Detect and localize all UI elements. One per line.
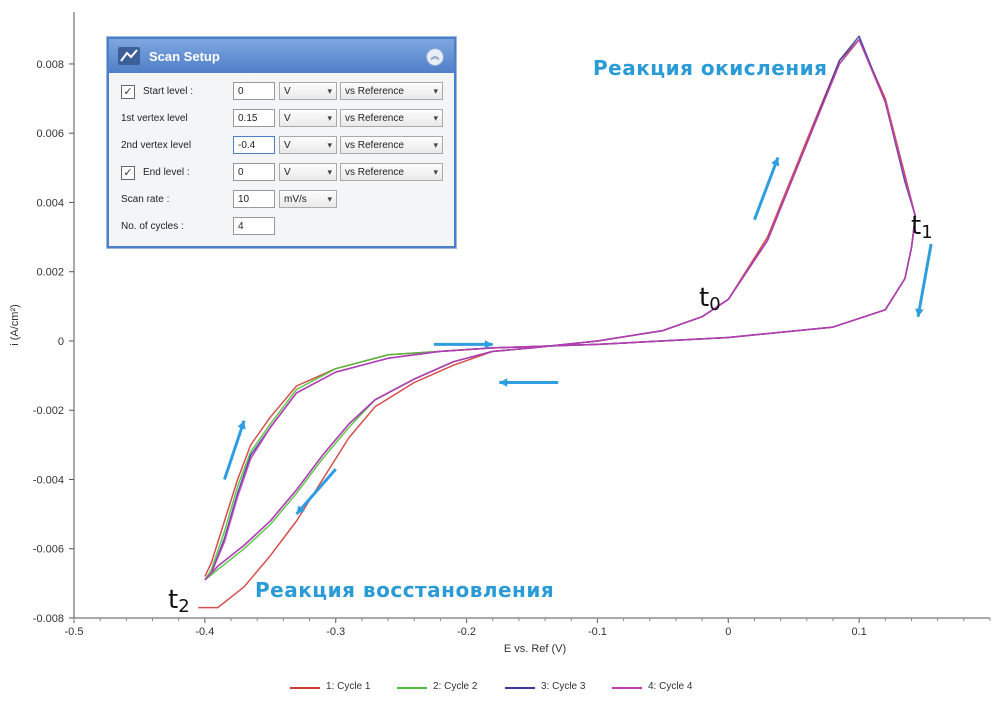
y-axis-title: i (A/cm²) — [9, 304, 21, 346]
x-tick-label: -0.1 — [588, 626, 607, 638]
legend-label: 2: Cycle 2 — [433, 681, 478, 692]
scan-rate-row: Scan rate : 10 mV/s ▾ — [109, 189, 454, 211]
vertex1-input[interactable]: 0.15 — [233, 109, 275, 127]
legend-swatch — [397, 687, 427, 689]
vertex2-ref-select[interactable]: vs Reference ▾ — [340, 136, 443, 154]
t2-label: t2 — [168, 585, 190, 617]
start-level-unit-select[interactable]: V ▾ — [279, 82, 337, 100]
y-tick-label: -0.006 — [33, 544, 64, 556]
cycles-label: No. of cycles : — [121, 221, 184, 232]
direction-arrow-shaft — [223, 420, 246, 480]
chevron-down-icon: ▾ — [433, 113, 438, 123]
start-level-input[interactable]: 0 — [233, 82, 275, 100]
chevron-down-icon: ▾ — [327, 140, 332, 150]
y-tick-label: 0 — [58, 336, 64, 348]
legend-label: 4: Cycle 4 — [648, 681, 693, 692]
x-axis-title: E vs. Ref (V) — [504, 643, 566, 655]
chevron-down-icon: ▾ — [433, 140, 438, 150]
vertex1-unit-select[interactable]: V ▾ — [279, 109, 337, 127]
scan-rate-input[interactable]: 10 — [233, 190, 275, 208]
end-level-checkbox[interactable]: ✓ — [121, 166, 135, 180]
direction-arrow-head — [499, 378, 508, 387]
direction-arrow-shaft — [916, 243, 933, 317]
chevron-down-icon: ▾ — [433, 167, 438, 177]
t1-label: t1 — [911, 211, 933, 243]
vertex2-label: 2nd vertex level — [121, 140, 192, 151]
x-tick-label: -0.2 — [457, 626, 476, 638]
scan-rate-unit-select[interactable]: mV/s ▾ — [279, 190, 337, 208]
y-tick-label: -0.004 — [33, 474, 64, 486]
x-tick-label: -0.3 — [326, 626, 345, 638]
direction-arrow-shaft — [753, 156, 780, 221]
legend-swatch — [290, 687, 320, 689]
series-line-cycle-1 — [198, 38, 917, 609]
start-level-checkbox[interactable]: ✓ — [121, 85, 135, 99]
vertex2-row: 2nd vertex level -0.4 V ▾ vs Reference ▾ — [109, 135, 454, 157]
direction-arrow-head — [484, 340, 493, 349]
cycles-input[interactable]: 4 — [233, 217, 275, 235]
x-tick-label: 0 — [725, 626, 731, 638]
oxidation-annotation: Реакция окисления — [593, 56, 828, 80]
chevron-down-icon: ▾ — [433, 86, 438, 96]
series-line-cycle-4 — [204, 38, 917, 581]
direction-arrow-head — [237, 420, 246, 430]
end-level-input[interactable]: 0 — [233, 163, 275, 181]
y-tick-label: 0.004 — [36, 197, 64, 209]
direction-arrow-head — [296, 505, 305, 515]
end-level-unit-select[interactable]: V ▾ — [279, 163, 337, 181]
t0-label: t0 — [699, 283, 721, 315]
direction-arrow-head — [915, 308, 924, 317]
reduction-annotation: Реакция восстановления — [255, 578, 554, 602]
legend-label: 3: Cycle 3 — [541, 681, 586, 692]
direction-arrows — [223, 156, 933, 516]
chevron-down-icon: ▾ — [327, 86, 332, 96]
vertex1-row: 1st vertex level 0.15 V ▾ vs Reference ▾ — [109, 108, 454, 130]
vertex1-ref-select[interactable]: vs Reference ▾ — [340, 109, 443, 127]
y-tick-label: 0.006 — [36, 128, 64, 140]
x-tick-label: -0.5 — [65, 626, 84, 638]
vertex2-unit-select[interactable]: V ▾ — [279, 136, 337, 154]
chevron-down-icon: ▾ — [327, 113, 332, 123]
y-tick-label: 0.002 — [36, 267, 64, 279]
start-level-row: ✓ Start level : 0 V ▾ vs Reference ▾ — [109, 81, 454, 103]
vertex2-input[interactable]: -0.4 — [233, 136, 275, 154]
chevron-down-icon: ▾ — [327, 194, 332, 204]
vertex1-label: 1st vertex level — [121, 113, 188, 124]
direction-arrow-head — [771, 157, 780, 167]
x-tick-label: 0.1 — [851, 626, 866, 638]
start-level-ref-select[interactable]: vs Reference ▾ — [340, 82, 443, 100]
legend-label: 1: Cycle 1 — [326, 681, 371, 692]
scan-setup-panel: Scan Setup ︽ ✓ Start level : 0 V ▾ vs Ref… — [107, 37, 456, 248]
x-tick-label: -0.4 — [195, 626, 214, 638]
series-layer — [198, 35, 917, 609]
chevron-up-icon[interactable]: ︽ — [426, 48, 444, 66]
panel-title: Scan Setup — [149, 49, 220, 64]
panel-header: Scan Setup ︽ — [109, 39, 454, 73]
start-level-label: Start level : — [143, 86, 194, 97]
direction-arrow-shaft — [295, 468, 337, 516]
cycles-row: No. of cycles : 4 — [109, 216, 454, 238]
legend-swatch — [505, 687, 535, 689]
end-level-row: ✓ End level : 0 V ▾ vs Reference ▾ — [109, 162, 454, 184]
y-tick-label: 0.008 — [36, 59, 64, 71]
plot-frame: -0.5 -0.4 -0.3 -0.2 -0.1 0 0.1 -0.008 -0.006 -0.0… — [33, 12, 991, 638]
y-tick-label: -0.002 — [33, 405, 64, 417]
scan-setup-icon — [118, 47, 140, 65]
legend-swatch — [612, 687, 642, 689]
end-level-ref-select[interactable]: vs Reference ▾ — [340, 163, 443, 181]
scan-rate-label: Scan rate : — [121, 194, 170, 205]
chevron-down-icon: ▾ — [327, 167, 332, 177]
end-level-label: End level : — [143, 167, 190, 178]
y-tick-label: -0.008 — [33, 613, 64, 625]
legend: 1: Cycle 1 2: Cycle 2 3: Cycle 3 4: Cycl… — [0, 678, 1000, 698]
